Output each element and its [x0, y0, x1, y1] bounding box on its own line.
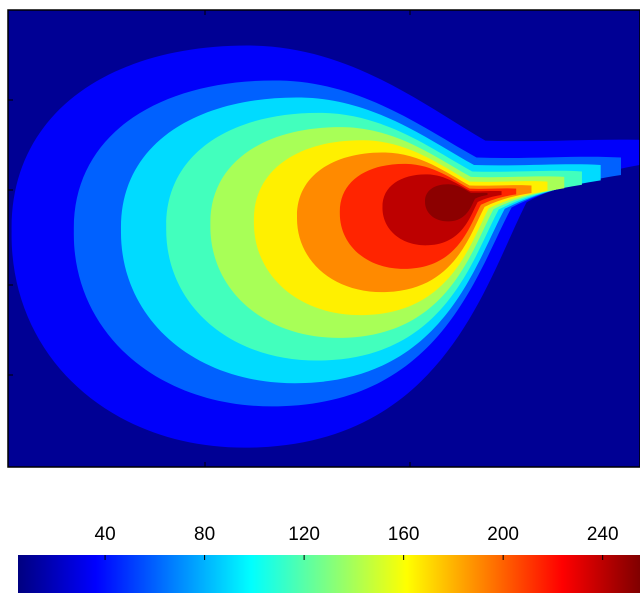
contour-region	[424, 184, 488, 222]
colorbar-tick-label: 80	[194, 524, 215, 545]
plot-area	[8, 10, 640, 467]
colorbar-tick-label: 200	[487, 524, 519, 545]
plot-frame	[7, 9, 640, 468]
colorbar-tick-label: 240	[587, 524, 619, 545]
colorbar	[18, 555, 640, 593]
colorbar-tick-label: 120	[288, 524, 320, 545]
colorbar-tick-label: 40	[95, 524, 116, 545]
colorbar-tick-label: 160	[388, 524, 420, 545]
